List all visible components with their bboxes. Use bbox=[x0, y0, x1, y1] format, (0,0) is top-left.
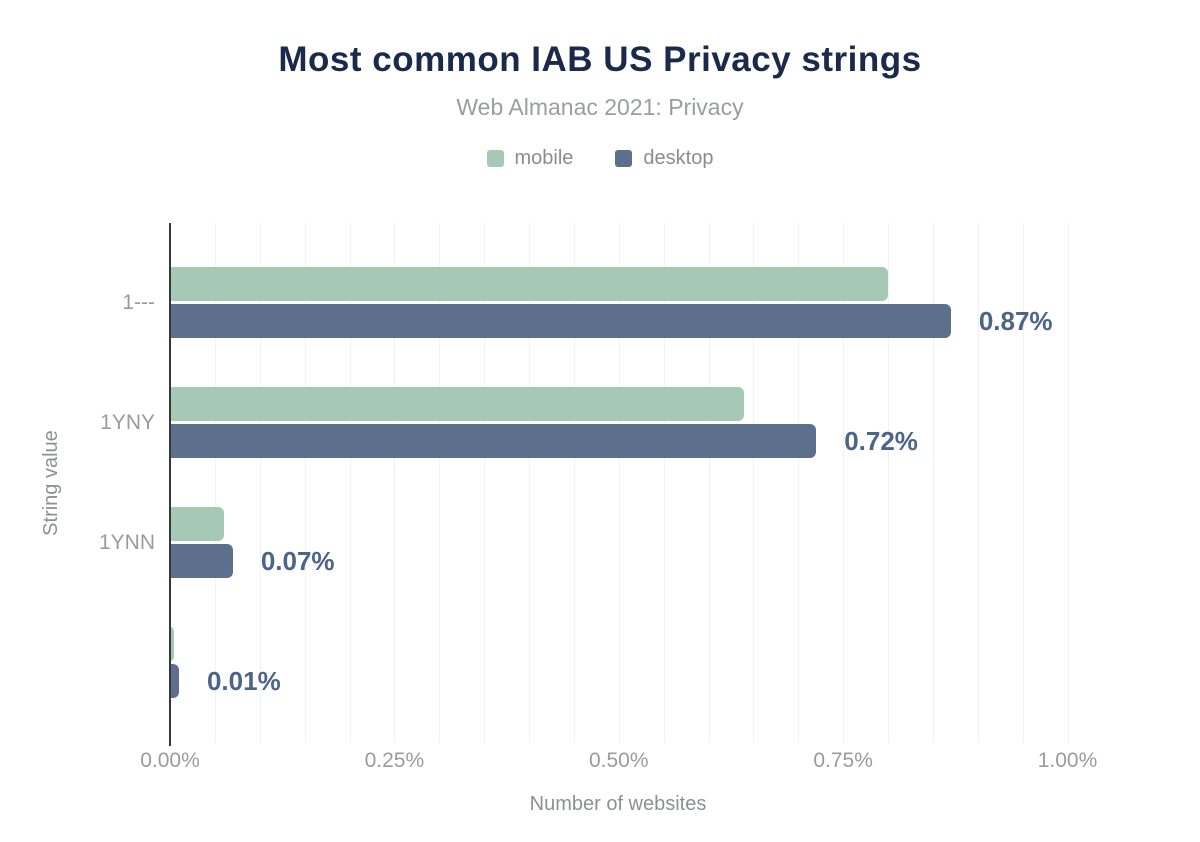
data-label: 0.72% bbox=[844, 426, 918, 456]
gridline bbox=[977, 223, 979, 743]
gridline bbox=[798, 223, 800, 743]
bar-mobile bbox=[170, 507, 224, 541]
bar-mobile bbox=[170, 627, 175, 661]
data-label: 0.87% bbox=[978, 306, 1053, 336]
gridline bbox=[888, 223, 889, 743]
gridline bbox=[394, 223, 396, 743]
category-label: 1--- bbox=[122, 291, 155, 314]
bar-mobile bbox=[170, 387, 745, 421]
gridline bbox=[349, 223, 351, 743]
legend-swatch-desktop bbox=[615, 150, 633, 167]
gridline bbox=[259, 223, 261, 743]
data-label: 0.01% bbox=[206, 666, 281, 696]
y-axis-category-labels: 1--- 1YNY 1YNN bbox=[0, 223, 155, 743]
x-tick-label: 0.75% bbox=[813, 749, 873, 772]
category-label: 1YNN bbox=[98, 531, 155, 554]
x-tick-label: 1.00% bbox=[1037, 749, 1098, 772]
x-tick-label: 0.25% bbox=[364, 749, 425, 772]
plot-area: 0.87% 0.72% 0.07% 0.01% bbox=[169, 223, 1069, 746]
bar-mobile bbox=[170, 267, 888, 301]
y-axis-line bbox=[169, 223, 171, 746]
gridline bbox=[304, 223, 306, 743]
gridline bbox=[529, 223, 530, 743]
category-label bbox=[0, 650, 155, 676]
gridline bbox=[484, 223, 486, 743]
gridline bbox=[573, 223, 575, 743]
legend-item-mobile: mobile bbox=[486, 147, 574, 170]
x-axis-title: Number of websites bbox=[529, 793, 707, 815]
gridline bbox=[214, 223, 216, 743]
x-tick-label: 0.50% bbox=[588, 749, 649, 772]
legend-label-mobile: mobile bbox=[514, 147, 574, 169]
x-tick-label: 0.00% bbox=[140, 749, 200, 772]
chart-subtitle: Web Almanac 2021: Privacy bbox=[456, 94, 744, 120]
x-axis-tick-labels: 0.00% 0.25% 0.50% 0.75% 1.00% bbox=[0, 748, 1200, 774]
gridline bbox=[932, 223, 934, 743]
bar-desktop bbox=[170, 544, 233, 578]
gridline bbox=[1022, 223, 1024, 743]
gridline bbox=[618, 223, 620, 743]
gridline bbox=[708, 223, 710, 743]
gridline bbox=[663, 223, 665, 743]
gridline bbox=[753, 223, 755, 743]
bar-desktop bbox=[170, 424, 817, 458]
bar-desktop bbox=[170, 304, 951, 338]
data-label: 0.07% bbox=[260, 546, 335, 576]
gridline bbox=[1067, 223, 1069, 743]
legend-swatch-mobile bbox=[486, 150, 504, 167]
legend-label-desktop: desktop bbox=[643, 147, 714, 169]
bar-desktop bbox=[170, 664, 179, 698]
chart-title: Most common IAB US Privacy strings bbox=[278, 40, 922, 79]
category-label: 1YNY bbox=[100, 411, 155, 434]
gridline bbox=[439, 223, 441, 743]
legend: mobile desktop bbox=[0, 147, 1200, 170]
gridline bbox=[843, 223, 845, 743]
legend-item-desktop: desktop bbox=[615, 147, 713, 170]
